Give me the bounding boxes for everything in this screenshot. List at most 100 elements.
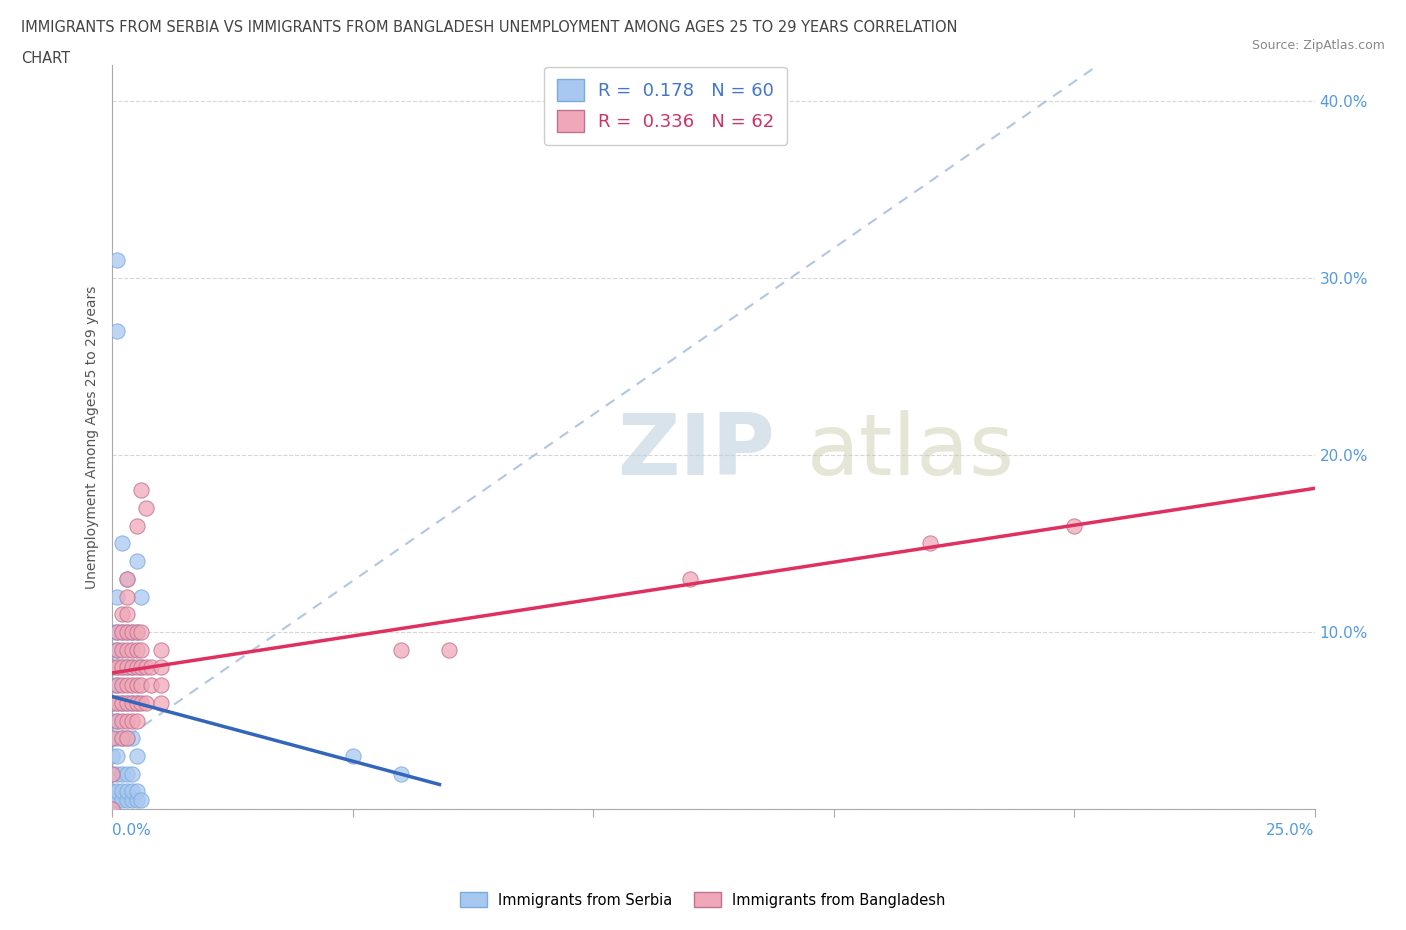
Text: Source: ZipAtlas.com: Source: ZipAtlas.com [1251, 39, 1385, 52]
Point [105, 643, 128, 658]
Point [125, 713, 148, 728]
Point [121, 731, 143, 746]
Point [115, 696, 138, 711]
Point [121, 678, 143, 693]
Point [101, 749, 124, 764]
Point [105, 625, 128, 640]
Point [105, 766, 128, 781]
Point [111, 660, 134, 675]
Point [111, 678, 134, 693]
Point [139, 678, 162, 693]
Point [105, 696, 128, 711]
Point [101, 660, 124, 675]
Point [101, 784, 124, 799]
Point [918, 536, 941, 551]
Point [1063, 518, 1085, 533]
Legend: R =  0.178   N = 60, R =  0.336   N = 62: R = 0.178 N = 60, R = 0.336 N = 62 [544, 67, 787, 145]
Point [105, 625, 128, 640]
Point [101, 766, 124, 781]
Point [115, 625, 138, 640]
Point [111, 660, 134, 675]
Point [149, 643, 172, 658]
Point [101, 696, 124, 711]
Point [105, 749, 128, 764]
Point [115, 731, 138, 746]
Point [101, 731, 124, 746]
Point [125, 749, 148, 764]
Point [105, 713, 128, 728]
Point [121, 660, 143, 675]
Point [131, 792, 153, 807]
Point [115, 678, 138, 693]
Point [105, 660, 128, 675]
Point [115, 660, 138, 675]
Point [125, 553, 148, 568]
Point [125, 696, 148, 711]
Point [115, 589, 138, 604]
Point [135, 696, 157, 711]
Point [131, 589, 153, 604]
Point [125, 696, 148, 711]
Point [389, 643, 412, 658]
Point [115, 731, 138, 746]
Point [139, 660, 162, 675]
Point [105, 678, 128, 693]
Point [121, 625, 143, 640]
Point [101, 660, 124, 675]
Point [111, 713, 134, 728]
Point [115, 713, 138, 728]
Point [101, 643, 124, 658]
Point [115, 571, 138, 586]
Point [105, 324, 128, 339]
Point [101, 802, 124, 817]
Point [115, 643, 138, 658]
Point [121, 713, 143, 728]
Point [111, 536, 134, 551]
Point [125, 784, 148, 799]
Point [389, 766, 412, 781]
Text: 0.0%: 0.0% [112, 823, 152, 838]
Y-axis label: Unemployment Among Ages 25 to 29 years: Unemployment Among Ages 25 to 29 years [86, 286, 100, 589]
Point [342, 749, 364, 764]
Point [111, 766, 134, 781]
Point [101, 731, 124, 746]
Point [121, 625, 143, 640]
Point [125, 660, 148, 675]
Point [115, 625, 138, 640]
Legend: Immigrants from Serbia, Immigrants from Bangladesh: Immigrants from Serbia, Immigrants from … [454, 886, 952, 913]
Point [131, 696, 153, 711]
Point [121, 696, 143, 711]
Point [125, 518, 148, 533]
Point [101, 678, 124, 693]
Point [105, 713, 128, 728]
Point [105, 643, 128, 658]
Point [105, 253, 128, 268]
Point [105, 731, 128, 746]
Point [115, 792, 138, 807]
Text: 25.0%: 25.0% [1267, 823, 1315, 838]
Point [131, 643, 153, 658]
Point [125, 678, 148, 693]
Point [125, 792, 148, 807]
Point [101, 792, 124, 807]
Point [131, 660, 153, 675]
Point [678, 571, 700, 586]
Text: ZIP: ZIP [617, 410, 775, 494]
Point [121, 660, 143, 675]
Point [101, 802, 124, 817]
Text: IMMIGRANTS FROM SERBIA VS IMMIGRANTS FROM BANGLADESH UNEMPLOYMENT AMONG AGES 25 : IMMIGRANTS FROM SERBIA VS IMMIGRANTS FRO… [21, 20, 957, 35]
Point [115, 766, 138, 781]
Point [149, 660, 172, 675]
Point [131, 625, 153, 640]
Point [105, 660, 128, 675]
Point [111, 696, 134, 711]
Point [115, 606, 138, 621]
Point [111, 643, 134, 658]
Point [131, 483, 153, 498]
Point [121, 784, 143, 799]
Point [105, 792, 128, 807]
Point [105, 784, 128, 799]
Point [121, 792, 143, 807]
Point [105, 589, 128, 604]
Point [111, 696, 134, 711]
